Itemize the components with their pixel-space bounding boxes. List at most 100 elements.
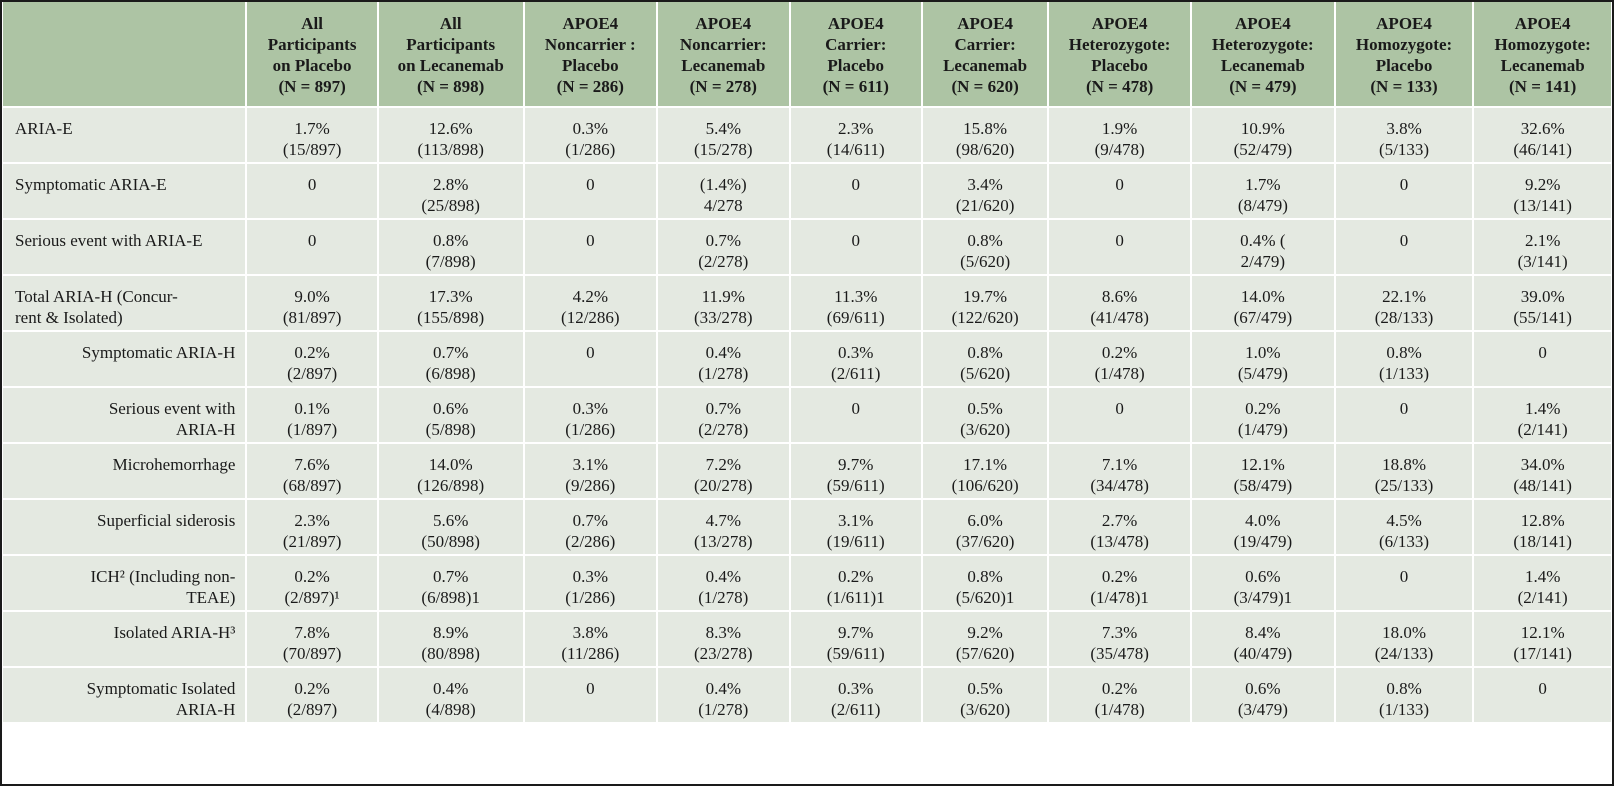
data-cell: 0.2% (2/897): [245, 666, 379, 724]
data-cell: 0.7% (2/278): [656, 386, 791, 444]
data-cell: 0.3% (1/286): [522, 106, 659, 164]
data-cell: 4.7% (13/278): [656, 498, 791, 556]
cell-line: 0.2%: [294, 679, 330, 698]
cell-line: Heterozygote:: [1068, 35, 1171, 54]
cell-line: 1.4%: [1524, 399, 1561, 418]
data-cell: 0.2% (1/479): [1189, 386, 1336, 444]
cell-line: (126/898): [417, 476, 485, 495]
cell-line: 0.8%: [1386, 343, 1422, 362]
cell-line: 2.3%: [838, 119, 874, 138]
cell-line: (1.4%): [699, 175, 747, 194]
row-label: Serious event with ARIA-H: [0, 386, 248, 444]
data-cell: 0: [1047, 162, 1192, 220]
cell-line: (1/278): [698, 588, 749, 607]
table-row: Superficial siderosis 2.3% (21/897) 5.6% (50…: [0, 498, 1613, 556]
cell-line: 18.0%: [1382, 623, 1426, 642]
cell-line: (1/479): [1237, 420, 1288, 439]
cell-line: 4.5%: [1386, 511, 1422, 530]
data-cell: 7.2% (20/278): [656, 442, 791, 500]
cell-line: (28/133): [1374, 308, 1434, 327]
cell-line: 0.4%: [705, 343, 741, 362]
cell-line: 0: [1538, 343, 1547, 362]
cell-line: APOE4: [1234, 14, 1291, 33]
cell-line: (1/478)1: [1090, 588, 1149, 607]
cell-line: (2/611): [831, 364, 881, 383]
cell-line: (5/620)1: [955, 588, 1015, 607]
cell-line: 2.7%: [1101, 511, 1138, 530]
data-cell: 0.3% (1/286): [522, 386, 659, 444]
cell-line: (52/479): [1233, 140, 1293, 159]
cell-line: 7.2%: [705, 455, 741, 474]
cell-line: 0.2%: [1245, 399, 1281, 418]
cell-line: rent & Isolated): [15, 308, 123, 327]
cell-line: 7.3%: [1101, 623, 1138, 642]
cell-line: (1/286): [565, 420, 616, 439]
data-cell: 14.0% (67/479): [1189, 274, 1336, 332]
data-cell: 0: [1333, 162, 1475, 220]
data-cell: 4.2% (12/286): [522, 274, 659, 332]
cell-line: (20/278): [694, 476, 753, 495]
cell-line: (1/133): [1379, 700, 1430, 719]
cell-line: (N = 897): [278, 77, 346, 96]
cell-line: 1.7%: [294, 119, 330, 138]
cell-line: 17.1%: [963, 455, 1008, 474]
cell-line: 0: [307, 231, 317, 250]
data-cell: 0.5% (3/620): [920, 666, 1050, 724]
cell-line: 0: [586, 343, 595, 362]
data-cell: 9.0% (81/897): [245, 274, 379, 332]
cell-line: 3.8%: [572, 623, 609, 642]
cell-line: (122/620): [951, 308, 1019, 327]
cell-line: 0.8%: [967, 343, 1003, 362]
cell-line: Placebo: [827, 56, 885, 75]
cell-line: Participants: [267, 35, 357, 54]
cell-line: (1/286): [565, 140, 616, 159]
cell-line: (2/286): [565, 532, 616, 551]
data-cell: 0.6% (5/898): [376, 386, 525, 444]
cell-line: 9.7%: [838, 623, 874, 642]
cell-line: (3/479)1: [1233, 588, 1293, 607]
table-row: ARIA-E 1.7% (15/897) 12.6% (113/898) 0.3% (1/2…: [0, 106, 1613, 164]
cell-line: (2/897)¹: [284, 588, 340, 607]
cell-line: 22.1%: [1382, 287, 1426, 306]
data-cell: 0.4% (1/278): [656, 666, 791, 724]
cell-line: (N = 611): [822, 77, 889, 96]
cell-line: Microhemorrhage: [112, 455, 236, 474]
cell-line: 0.6%: [1245, 567, 1281, 586]
data-cell: 0: [245, 218, 379, 276]
cell-line: (33/278): [694, 308, 753, 327]
data-cell: 3.1% (19/611): [788, 498, 923, 556]
data-cell: 0.7% (6/898): [376, 330, 525, 388]
table-header: All Participants on Placebo (N = 897) All Par…: [0, 0, 1613, 108]
data-cell: 0: [522, 218, 659, 276]
cell-line: 3.1%: [838, 511, 874, 530]
data-cell: 0.7% (2/286): [522, 498, 659, 556]
cell-line: APOE4: [1091, 14, 1148, 33]
cell-line: 12.1%: [1240, 455, 1285, 474]
cell-line: 8.3%: [705, 623, 741, 642]
cell-line: (13/478): [1090, 532, 1149, 551]
cell-line: (1/611)1: [826, 588, 885, 607]
data-cell: 0.4% (1/278): [656, 554, 791, 612]
cell-line: (106/620): [951, 476, 1019, 495]
cell-line: (18/141): [1513, 532, 1572, 551]
table-row: ICH² (Including non- TEAE) 0.2% (2/897)¹ 0.7…: [0, 554, 1613, 612]
cell-line: 2.1%: [1524, 231, 1561, 250]
cell-line: (69/611): [826, 308, 885, 327]
cell-line: 0: [1115, 175, 1124, 194]
data-cell: 14.0% (126/898): [376, 442, 525, 500]
row-label: Microhemorrhage: [0, 442, 248, 500]
cell-line: 5.6%: [432, 511, 469, 530]
cell-line: (67/479): [1233, 308, 1293, 327]
cell-line: (1/478): [1094, 700, 1145, 719]
column-header: APOE4 Carrier: Lecanemab (N = 620): [920, 0, 1050, 108]
cell-line: 1.0%: [1245, 343, 1281, 362]
cell-line: 0: [307, 175, 317, 194]
cell-line: (2/278): [698, 420, 749, 439]
cell-line: (3/141): [1517, 252, 1568, 271]
cell-line: 4/278: [703, 196, 743, 215]
cell-line: (37/620): [955, 532, 1015, 551]
data-cell: 0.6% (3/479)1: [1189, 554, 1336, 612]
cell-line: APOE4: [1514, 14, 1571, 33]
cell-line: (7/898): [425, 252, 476, 271]
cell-line: (11/286): [561, 644, 620, 663]
